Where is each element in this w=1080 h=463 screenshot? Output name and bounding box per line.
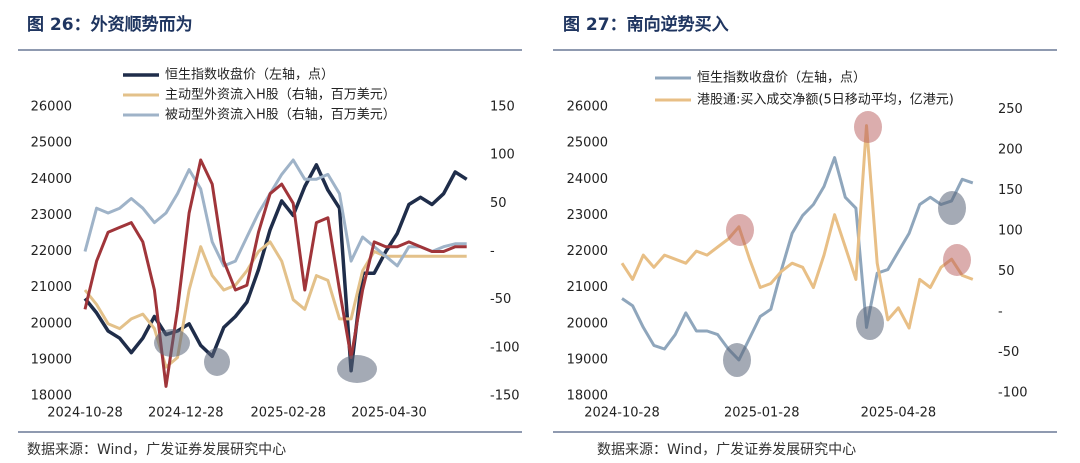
y2-tick-label: 100 <box>490 148 515 163</box>
y-tick-label: 26000 <box>31 100 72 115</box>
highlight-marker <box>204 348 230 376</box>
x-tick-label: 2024-10-28 <box>47 406 123 421</box>
series-line <box>620 124 974 330</box>
x-tick-label: 2024-10-28 <box>584 406 660 421</box>
highlight-marker <box>723 343 751 377</box>
y2-tick-label: 50 <box>998 264 1015 279</box>
y-tick-label: 20000 <box>31 316 72 331</box>
source-note: 数据来源：Wind，广发证券发展研究中心 <box>27 442 286 458</box>
y-tick-label: 18000 <box>567 389 608 404</box>
y-tick-label: 26000 <box>567 100 608 115</box>
highlight-marker <box>943 244 971 276</box>
highlight-marker <box>938 191 966 225</box>
chart-title: 图 26：外资顺势而为 <box>27 14 193 35</box>
y-tick-label: 22000 <box>31 244 72 259</box>
series-line <box>83 158 467 388</box>
y2-tick-label: -100 <box>490 340 520 355</box>
x-tick-label: 2024-12-28 <box>148 406 224 421</box>
legend-label: 港股通:买入成交净额(5日移动平均，亿港元) <box>697 92 954 108</box>
source-note: 数据来源：Wind，广发证券发展研究中心 <box>597 442 856 458</box>
highlight-marker <box>337 355 377 383</box>
legend-label: 主动型外资流入H股（右轴，百万美元） <box>165 88 396 103</box>
y-tick-label: 19000 <box>31 352 72 367</box>
y2-tick-label: - <box>490 244 495 259</box>
y-tick-label: 19000 <box>567 352 608 367</box>
series-line <box>83 163 468 373</box>
y2-tick-label: 100 <box>998 223 1023 238</box>
plot-layer: 18000 19000 20000 21000 22000 23000 24000 25000… <box>31 67 1028 421</box>
y-tick-label: 21000 <box>31 280 72 295</box>
legend-label: 被动型外资流入H股（右轴，百万美元） <box>165 108 396 123</box>
y2-tick-label: -50 <box>490 292 511 307</box>
highlight-marker <box>726 214 754 246</box>
series-line <box>83 158 467 268</box>
highlight-marker <box>856 306 884 340</box>
highlight-layer <box>154 111 971 383</box>
y2-tick-label: 200 <box>998 142 1023 157</box>
y-tick-label: 24000 <box>31 172 72 187</box>
legend-label: 恒生指数收盘价（左轴，点） <box>165 67 334 83</box>
legend-label: 恒生指数收盘价（左轴，点） <box>697 70 866 86</box>
x-tick-label: 2025-01-28 <box>724 406 800 421</box>
y-tick-label: 23000 <box>31 208 72 223</box>
y2-tick-label: 250 <box>998 102 1023 117</box>
y-tick-label: 25000 <box>31 136 72 151</box>
x-tick-label: 2025-04-30 <box>351 406 427 421</box>
chart-title: 图 27：南向逆势买入 <box>563 14 729 35</box>
y2-tick-label: -150 <box>490 389 520 404</box>
y-tick-label: 23000 <box>567 208 608 223</box>
y2-tick-label: -50 <box>998 345 1019 360</box>
y2-tick-label: 150 <box>998 183 1023 198</box>
y-tick-label: 24000 <box>567 172 608 187</box>
series-line <box>621 156 974 362</box>
highlight-marker <box>854 111 882 143</box>
y-tick-label: 18000 <box>31 389 72 404</box>
y2-tick-label: -100 <box>998 385 1028 400</box>
y2-tick-label: - <box>998 304 1003 319</box>
highlight-marker <box>154 329 190 357</box>
y2-tick-label: 150 <box>490 100 515 115</box>
y-tick-label: 25000 <box>567 136 608 151</box>
series-line <box>83 240 467 369</box>
x-tick-label: 2025-04-28 <box>861 406 937 421</box>
y-tick-label: 20000 <box>567 316 608 331</box>
y-tick-label: 21000 <box>567 280 608 295</box>
y2-tick-label: 50 <box>490 196 507 211</box>
x-tick-label: 2025-02-28 <box>250 406 326 421</box>
y-tick-label: 22000 <box>567 244 608 259</box>
